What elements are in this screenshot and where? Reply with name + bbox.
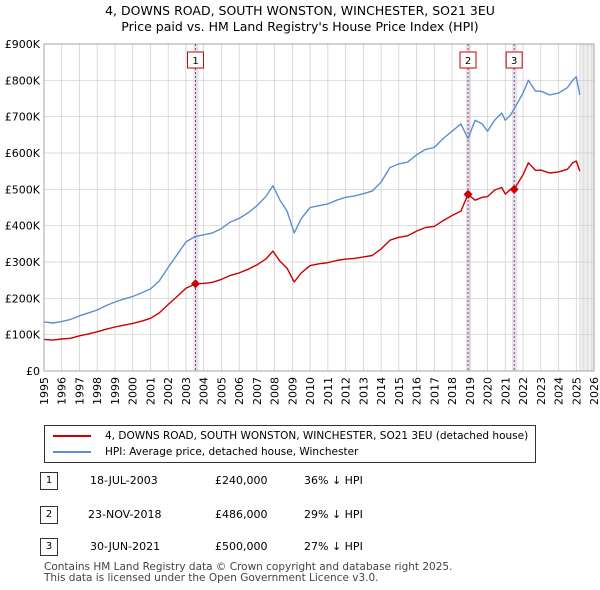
x-tick-label: 2011 — [322, 377, 335, 405]
sale-row: 1 18-JUL-2003 £240,000 36% ↓ HPI — [40, 472, 440, 490]
chart-legend: 4, DOWNS ROAD, SOUTH WONSTON, WINCHESTER… — [44, 425, 536, 463]
footer-line-2: This data is licensed under the Open Gov… — [44, 572, 379, 584]
x-tick-label: 2007 — [251, 377, 264, 405]
x-tick-label: 2017 — [428, 377, 441, 405]
hpi-line — [43, 75, 581, 324]
sale-label-box — [505, 51, 523, 69]
sale-band — [193, 44, 199, 371]
x-tick-label: 2002 — [162, 377, 175, 405]
sale-price: £486,000 — [215, 508, 268, 521]
x-tick-label: 1998 — [91, 377, 104, 405]
x-tick-label: 2022 — [517, 377, 530, 405]
x-tick-label: 2006 — [233, 377, 246, 405]
sale-number: 3 — [40, 538, 58, 556]
footer-line-1: Contains HM Land Registry data © Crown c… — [44, 561, 453, 573]
plot-border — [43, 43, 595, 372]
sale-number: 1 — [40, 472, 58, 490]
x-tick-label: 2023 — [535, 377, 548, 405]
chart-subtitle: Price paid vs. HM Land Registry's House … — [121, 19, 479, 34]
x-tick-label: 2016 — [411, 377, 424, 405]
legend-item-property: 4, DOWNS ROAD, SOUTH WONSTON, WINCHESTER… — [53, 428, 528, 444]
x-tick-label: 2024 — [553, 377, 566, 405]
sale-label-box — [459, 51, 477, 69]
sale-number: 2 — [40, 506, 58, 524]
y-tick-label: £900K — [5, 38, 41, 51]
footer-attribution: Contains HM Land Registry data © Crown c… — [44, 562, 452, 584]
legend-swatch-property — [53, 435, 91, 437]
x-tick-label: 2020 — [482, 377, 495, 405]
sale-band — [466, 44, 472, 371]
legend-item-hpi: HPI: Average price, detached house, Winc… — [53, 444, 358, 460]
sale-delta: 29% ↓ HPI — [304, 508, 363, 521]
legend-label-hpi: HPI: Average price, detached house, Winc… — [105, 446, 359, 458]
x-tick-label: 2013 — [357, 377, 370, 405]
sale-row: 3 30-JUN-2021 £500,000 27% ↓ HPI — [40, 538, 440, 556]
y-tick-label: £400K — [5, 220, 41, 233]
y-tick-label: £700K — [5, 111, 41, 124]
sale-date: 23-NOV-2018 — [88, 508, 162, 521]
y-tick-label: £800K — [5, 74, 41, 87]
sale-date: 30-JUN-2021 — [90, 540, 161, 553]
y-tick-label: £0 — [26, 365, 40, 378]
sale-marker — [509, 184, 519, 194]
x-tick-label: 2001 — [144, 377, 157, 405]
x-tick-label: 2021 — [499, 377, 512, 405]
legend-label-property: 4, DOWNS ROAD, SOUTH WONSTON, WINCHESTER… — [105, 430, 529, 442]
x-tick-label: 2005 — [215, 377, 228, 405]
y-tick-label: £600K — [5, 147, 41, 160]
x-tick-label: 2010 — [304, 377, 317, 405]
y-tick-label: £100K — [5, 329, 41, 342]
x-tick-label: 2018 — [446, 377, 459, 405]
x-tick-label: 2019 — [464, 377, 477, 405]
x-tick-label: 2003 — [180, 377, 193, 405]
y-tick-label: £200K — [5, 292, 41, 305]
sale-price: £240,000 — [215, 474, 268, 487]
chart-title: 4, DOWNS ROAD, SOUTH WONSTON, WINCHESTER… — [105, 3, 495, 18]
plot-area — [44, 44, 594, 371]
sale-band — [512, 44, 518, 371]
x-tick-label: 1995 — [38, 377, 51, 405]
sale-delta: 36% ↓ HPI — [304, 474, 363, 487]
x-tick-label: 1997 — [73, 377, 86, 405]
x-tick-label: 2012 — [340, 377, 353, 405]
sale-label-number: 3 — [511, 56, 517, 67]
x-tick-label: 2008 — [269, 377, 282, 405]
y-tick-label: £300K — [5, 256, 41, 269]
sale-label-number: 2 — [465, 56, 471, 67]
y-tick-label: £500K — [5, 183, 41, 196]
x-tick-label: 2025 — [570, 377, 583, 405]
forecast-region — [579, 44, 594, 371]
x-tick-label: 1999 — [109, 377, 122, 405]
x-tick-label: 2004 — [198, 377, 211, 405]
x-tick-label: 2009 — [286, 377, 299, 405]
sale-label-box — [187, 51, 205, 69]
property-price-line — [43, 160, 581, 341]
sale-delta: 27% ↓ HPI — [304, 540, 363, 553]
sale-label-number: 1 — [192, 56, 198, 67]
x-tick-label: 2015 — [393, 377, 406, 405]
price-chart: 1 2 3 £0 £100K £200K £300K £400K £500K £600K £700… — [5, 38, 600, 405]
sale-price: £500,000 — [215, 540, 268, 553]
legend-swatch-hpi — [53, 451, 91, 453]
sale-date: 18-JUL-2003 — [90, 474, 158, 487]
x-tick-label: 2014 — [375, 377, 388, 405]
sale-marker — [191, 279, 201, 289]
x-tick-label: 2000 — [127, 377, 140, 405]
sale-row: 2 23-NOV-2018 £486,000 29% ↓ HPI — [40, 506, 440, 524]
x-tick-label: 1996 — [56, 377, 69, 405]
x-tick-label: 2026 — [588, 377, 600, 405]
sale-marker — [463, 189, 473, 199]
